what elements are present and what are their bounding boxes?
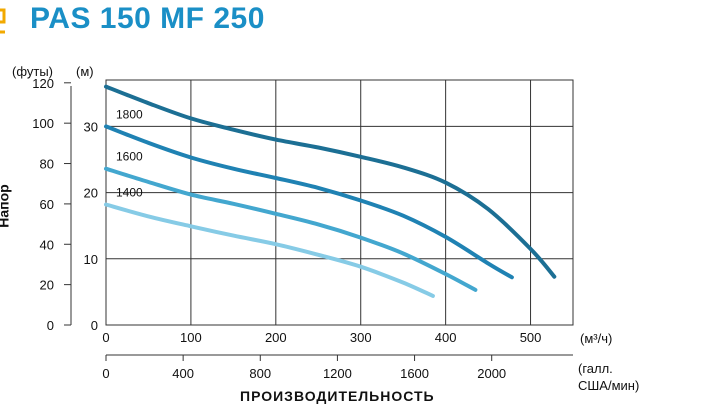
- x-tick-label-gpm: 400: [172, 366, 194, 381]
- x-tick-label: 100: [180, 330, 202, 345]
- x-axis-label: ПРОИЗВОДИТЕЛЬНОСТЬ: [240, 388, 435, 404]
- x-tick-label-gpm: 2000: [477, 366, 506, 381]
- y-unit-right-label: (м): [76, 64, 94, 79]
- x-tick-label: 500: [520, 330, 542, 345]
- y-tick-label-m: 20: [84, 186, 98, 201]
- curve-1800: [104, 124, 514, 280]
- y-tick-label-ft: 60: [40, 197, 54, 212]
- x-unit-secondary-label-2: США/мин): [578, 378, 640, 393]
- y-tick-label-ft: 120: [32, 76, 54, 91]
- x-tick-label-gpm: 0: [102, 366, 109, 381]
- x-tick-label-gpm: 1600: [400, 366, 429, 381]
- curve-label-1400: 1400: [116, 185, 143, 199]
- page-title: PAS 150 MF 250: [30, 2, 265, 35]
- x-tick-label: 200: [265, 330, 287, 345]
- plot-frame: [105, 79, 574, 326]
- curve-1600: [104, 166, 478, 292]
- y-tick-label-m: 30: [84, 119, 98, 134]
- y-tick-label-ft: 100: [32, 116, 54, 131]
- title-accent-mark: [0, 8, 6, 34]
- curve-label-1600: 1600: [116, 150, 143, 164]
- y-tick-label-ft: 0: [47, 318, 54, 333]
- y-tick-label-ft: 20: [40, 278, 54, 293]
- y-unit-left-label: (футы): [12, 64, 54, 79]
- x-tick-label: 0: [102, 330, 109, 345]
- y-tick-label-ft: 80: [40, 157, 54, 172]
- y-tick-label-m: 10: [84, 252, 98, 267]
- x-tick-label: 300: [350, 330, 372, 345]
- x-tick-label-gpm: 1200: [323, 366, 352, 381]
- x-unit-secondary-label-1: (галл.: [578, 361, 613, 376]
- curve-1400: [104, 202, 435, 298]
- x-unit-primary-label: (м³/ч): [580, 331, 613, 346]
- x-tick-label: 400: [435, 330, 457, 345]
- y-tick-label-ft: 40: [40, 237, 54, 252]
- curve-max: [104, 84, 557, 279]
- curve-label-1800: 1800: [116, 107, 143, 121]
- y-tick-label-m: 0: [91, 318, 98, 333]
- x-tick-label-gpm: 800: [249, 366, 271, 381]
